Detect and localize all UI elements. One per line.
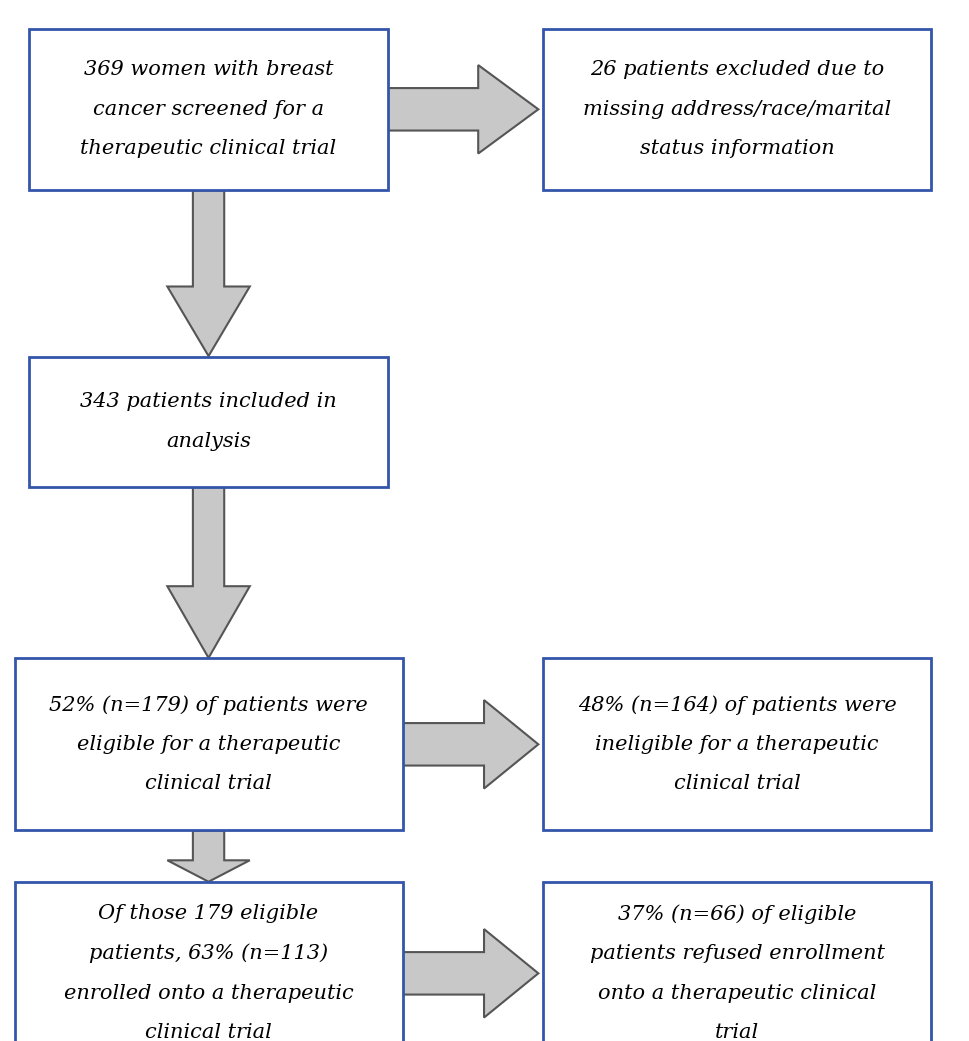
- Polygon shape: [402, 701, 538, 789]
- FancyBboxPatch shape: [543, 28, 930, 189]
- Polygon shape: [167, 191, 250, 356]
- Text: trial: trial: [714, 1023, 759, 1041]
- FancyBboxPatch shape: [543, 659, 930, 831]
- Text: eligible for a therapeutic: eligible for a therapeutic: [77, 735, 340, 754]
- Text: 48% (n=164) of patients were: 48% (n=164) of patients were: [578, 695, 895, 714]
- Text: 343 patients included in: 343 patients included in: [80, 392, 336, 411]
- Polygon shape: [167, 487, 250, 658]
- Text: 26 patients excluded due to: 26 patients excluded due to: [589, 60, 884, 79]
- FancyBboxPatch shape: [15, 659, 402, 831]
- Text: Of those 179 eligible: Of those 179 eligible: [99, 905, 318, 923]
- FancyBboxPatch shape: [15, 883, 402, 1041]
- Text: clinical trial: clinical trial: [145, 775, 271, 793]
- Text: 37% (n=66) of eligible: 37% (n=66) of eligible: [617, 905, 856, 923]
- Text: ineligible for a therapeutic: ineligible for a therapeutic: [595, 735, 878, 754]
- Polygon shape: [402, 929, 538, 1018]
- Text: cancer screened for a: cancer screened for a: [93, 100, 324, 119]
- Text: clinical trial: clinical trial: [673, 775, 799, 793]
- Text: therapeutic clinical trial: therapeutic clinical trial: [80, 139, 336, 158]
- Text: patients, 63% (n=113): patients, 63% (n=113): [89, 944, 328, 963]
- Text: missing address/race/marital: missing address/race/marital: [582, 100, 891, 119]
- Text: onto a therapeutic clinical: onto a therapeutic clinical: [598, 984, 875, 1002]
- Text: 52% (n=179) of patients were: 52% (n=179) of patients were: [49, 695, 367, 714]
- FancyBboxPatch shape: [29, 28, 388, 189]
- Polygon shape: [388, 65, 538, 154]
- Text: enrolled onto a therapeutic: enrolled onto a therapeutic: [64, 984, 353, 1002]
- Polygon shape: [167, 831, 250, 882]
- Text: status information: status information: [640, 139, 833, 158]
- Text: patients refused enrollment: patients refused enrollment: [589, 944, 884, 963]
- FancyBboxPatch shape: [543, 883, 930, 1041]
- Text: clinical trial: clinical trial: [145, 1023, 271, 1041]
- Text: analysis: analysis: [166, 432, 251, 451]
- FancyBboxPatch shape: [29, 356, 388, 487]
- Text: 369 women with breast: 369 women with breast: [83, 60, 333, 79]
